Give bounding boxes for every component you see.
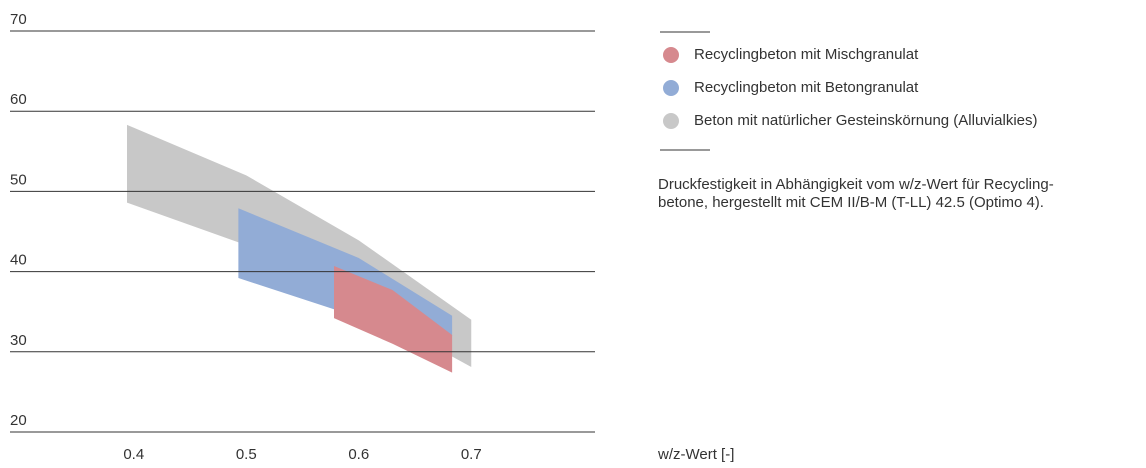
- legend-swatch: [663, 80, 679, 96]
- y-tick-label: 70: [10, 11, 27, 28]
- y-tick-label: 20: [10, 412, 27, 429]
- band-area: [334, 265, 453, 373]
- y-tick-label: 50: [10, 171, 27, 188]
- legend-label: Beton mit natürlicher Gesteinskörnung (A…: [694, 112, 1037, 129]
- x-tick-label: 0.4: [123, 446, 144, 463]
- legend-swatch: [663, 47, 679, 63]
- legend-label: Recyclingbeton mit Betongranulat: [694, 79, 919, 96]
- y-tick-label: 60: [10, 91, 27, 108]
- legend-label: Recyclingbeton mit Mischgranulat: [694, 46, 919, 63]
- note: Druckfestigkeit in Abhängigkeit vom w/z-…: [658, 176, 1054, 193]
- x-tick-label: 0.6: [348, 446, 369, 463]
- legend-swatch: [663, 113, 679, 129]
- note: betone, hergestellt mit CEM II/B-M (T-LL…: [658, 194, 1044, 211]
- x-axis-label: w/z-Wert [-]: [657, 446, 734, 463]
- y-tick-label: 40: [10, 252, 27, 269]
- y-tick-label: 30: [10, 332, 27, 349]
- x-tick-label: 0.5: [236, 446, 257, 463]
- x-tick-label: 0.7: [461, 446, 482, 463]
